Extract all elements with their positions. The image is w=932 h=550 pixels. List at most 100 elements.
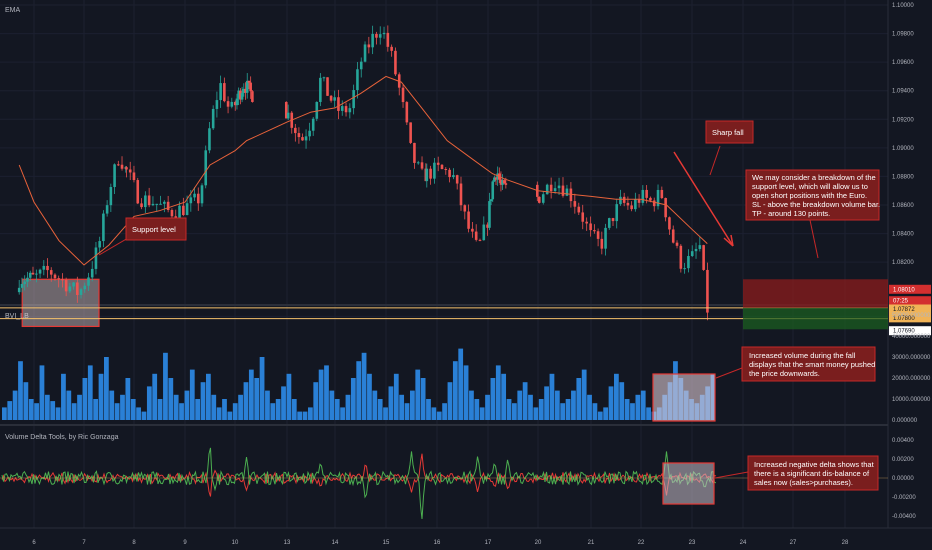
candle-body [463,205,467,212]
candle-body [64,279,68,292]
candle-body [128,169,132,173]
candle-body [467,211,470,229]
candle-body [394,50,397,75]
candle-body [311,118,315,131]
candle-body [390,46,393,51]
volume-bar [216,407,222,420]
time-tick-label: 20 [535,540,542,546]
candle-body [499,179,503,185]
volume-bar [377,399,383,420]
candle-body [459,183,463,206]
price-tick-label: 1.09600 [892,60,914,66]
candle-body [585,221,588,224]
candle-body [163,201,166,204]
candle-body [363,44,367,62]
candle-body [83,285,87,290]
candle-body [420,162,424,169]
volume-series [2,348,716,420]
candle-body [174,216,178,219]
volume-bar [109,390,115,420]
candle-body [53,274,57,279]
candle-body [49,270,53,275]
candle-body [72,282,75,287]
volume-tick-label: 20000.000000 [892,376,931,382]
candle-body [294,127,297,134]
delta-note-line-3: sales now (sales>purchases). [754,478,853,487]
volume-bar [587,394,592,420]
candle-body [304,136,308,141]
volume-bar [238,394,243,420]
volume-bar [630,403,635,420]
candle-body [486,224,489,228]
candle-body [652,200,656,207]
candle-body [675,242,679,246]
time-tick-label: 10 [232,540,239,546]
price-tick-label: 1.08200 [892,260,914,266]
highlight-boxes [652,373,716,505]
candle-body [541,194,545,203]
candle-body [664,198,667,218]
volume-bar [248,369,254,420]
volume-bar [474,399,480,420]
volume-bar [297,411,303,420]
candle-body [537,196,541,203]
volume-bar [211,394,217,420]
candle-body [159,203,162,205]
price-tick-label: 1.09000 [892,146,914,152]
volume-bar [71,403,77,420]
candle-body [577,206,581,213]
volume-bar [232,403,238,420]
candle-body [690,251,694,257]
volume-bar [23,382,29,420]
volume-bar [635,394,641,420]
volume-bar [512,403,517,420]
candle-body [140,203,143,208]
candle-body [569,188,573,202]
candle-body [593,230,596,232]
volume-bar [619,382,625,420]
candle-body [604,227,607,249]
candle-body [656,189,660,207]
candle-body [425,168,429,182]
volume-bar [82,378,88,420]
price-tag [889,284,931,294]
candle-body [382,32,386,35]
volume-bar [195,399,201,420]
volume-bar [367,373,372,420]
axes: 1.10000 1.09800 1.09600 1.09400 1.09200 1.090… [32,3,931,546]
price-tag-label: 1.07690 [893,329,915,335]
price-tag [889,304,931,314]
candle-body [20,283,24,288]
volume-highlight-box [652,373,716,422]
candle-body [596,231,600,239]
volume-panel-title[interactable]: BVI_LB [5,313,29,320]
volume-bar [28,399,34,420]
candle-body [641,189,645,203]
short-position-tool[interactable] [743,279,888,330]
candle-body [46,265,49,271]
candle-body [249,82,252,92]
price-tick-label: 1.08800 [892,174,914,180]
volume-bar [324,365,329,420]
candle-body [185,203,189,216]
volume-bar [361,352,367,420]
price-panel-title[interactable]: EMA [5,7,21,14]
delta-negative-line [1,453,717,497]
volume-bar [61,373,66,420]
volume-tick-label: 0.000000 [892,418,918,424]
volume-bar [544,386,549,420]
candle-body [136,180,140,204]
volume-bar [388,386,394,420]
support-zone-box [21,278,100,328]
volume-bar [120,394,125,420]
volume-bar [136,407,141,420]
volume-bar [179,403,184,420]
delta-tick-label: -0.00400 [892,514,916,520]
volume-bar [114,403,120,420]
volume-note-line-2: displays that the smart money pushed [749,360,875,369]
candle-body [219,83,222,101]
delta-panel-title[interactable]: Volume Delta Tools, by Ric Gonzaga [5,434,119,441]
candle-body [94,247,98,269]
volume-bar [458,348,464,420]
